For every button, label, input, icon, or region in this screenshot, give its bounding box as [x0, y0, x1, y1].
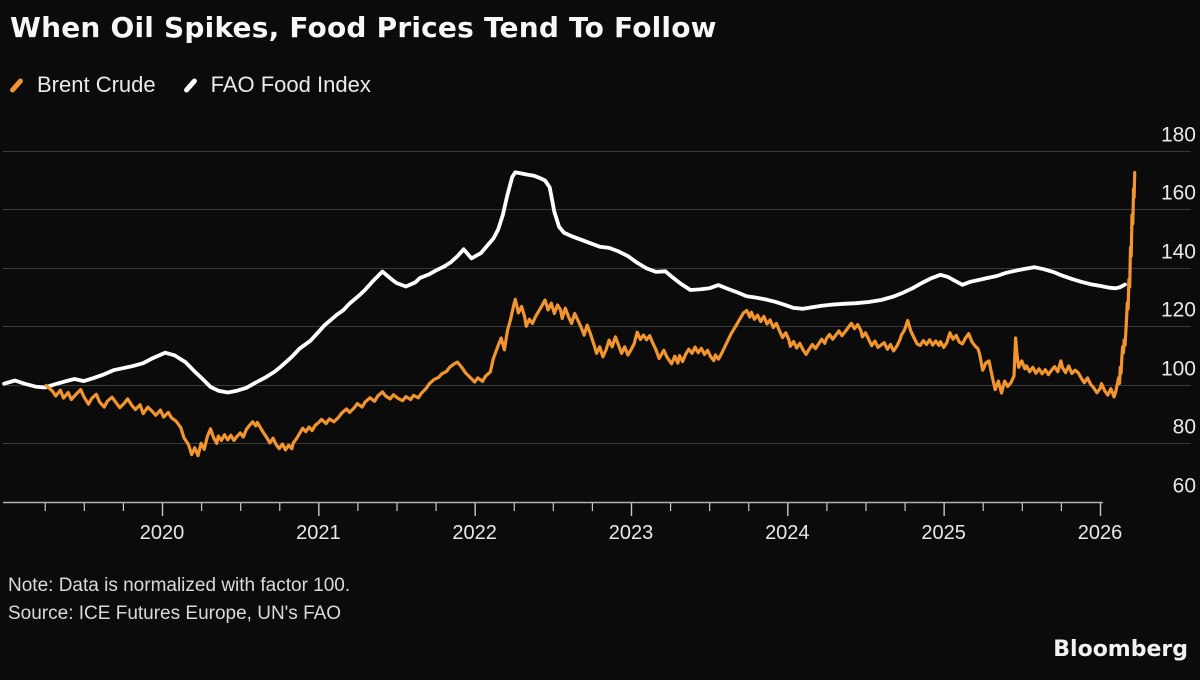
y-axis-label-80: 80 — [1173, 416, 1196, 439]
x-axis-label-2023: 2023 — [609, 522, 654, 544]
note-text: Note: Data is normalized with factor 100… — [8, 575, 351, 596]
x-axis-label-2024: 2024 — [765, 522, 810, 544]
y-axis-label-140: 140 — [1161, 241, 1196, 264]
x-axis-label-2026: 2026 — [1078, 522, 1123, 544]
y-axis-label-100: 100 — [1161, 358, 1196, 381]
x-axis-label-2022: 2022 — [452, 522, 497, 544]
y-axis-label-160: 160 — [1161, 182, 1196, 205]
y-axis-label-180: 180 — [1161, 124, 1196, 147]
legend-item-brent-crude: Brent Crude — [8, 72, 156, 98]
x-axis-label-2020: 2020 — [140, 522, 185, 544]
legend-label-fao-food-index: FAO Food Index — [210, 72, 371, 97]
y-axis-label-60: 60 — [1173, 475, 1196, 498]
y-axis-label-120: 120 — [1161, 299, 1196, 322]
x-axis-label-2025: 2025 — [921, 522, 966, 544]
legend: Brent Crude FAO Food Index — [8, 72, 371, 98]
series-line-fao-food-index — [2, 170, 1127, 395]
footnote: Note: Data is normalized with factor 100… — [8, 572, 350, 628]
chart-title: When Oil Spikes, Food Prices Tend To Fol… — [10, 11, 717, 44]
x-axis-label-2021: 2021 — [296, 522, 341, 544]
legend-item-fao-food-index: FAO Food Index — [182, 72, 371, 98]
bloomberg-logo: Bloomberg — [1053, 637, 1188, 662]
legend-label-brent-crude: Brent Crude — [37, 72, 156, 97]
source-text: Source: ICE Futures Europe, UN's FAO — [8, 603, 342, 624]
series-line-brent-crude — [44, 171, 1137, 458]
